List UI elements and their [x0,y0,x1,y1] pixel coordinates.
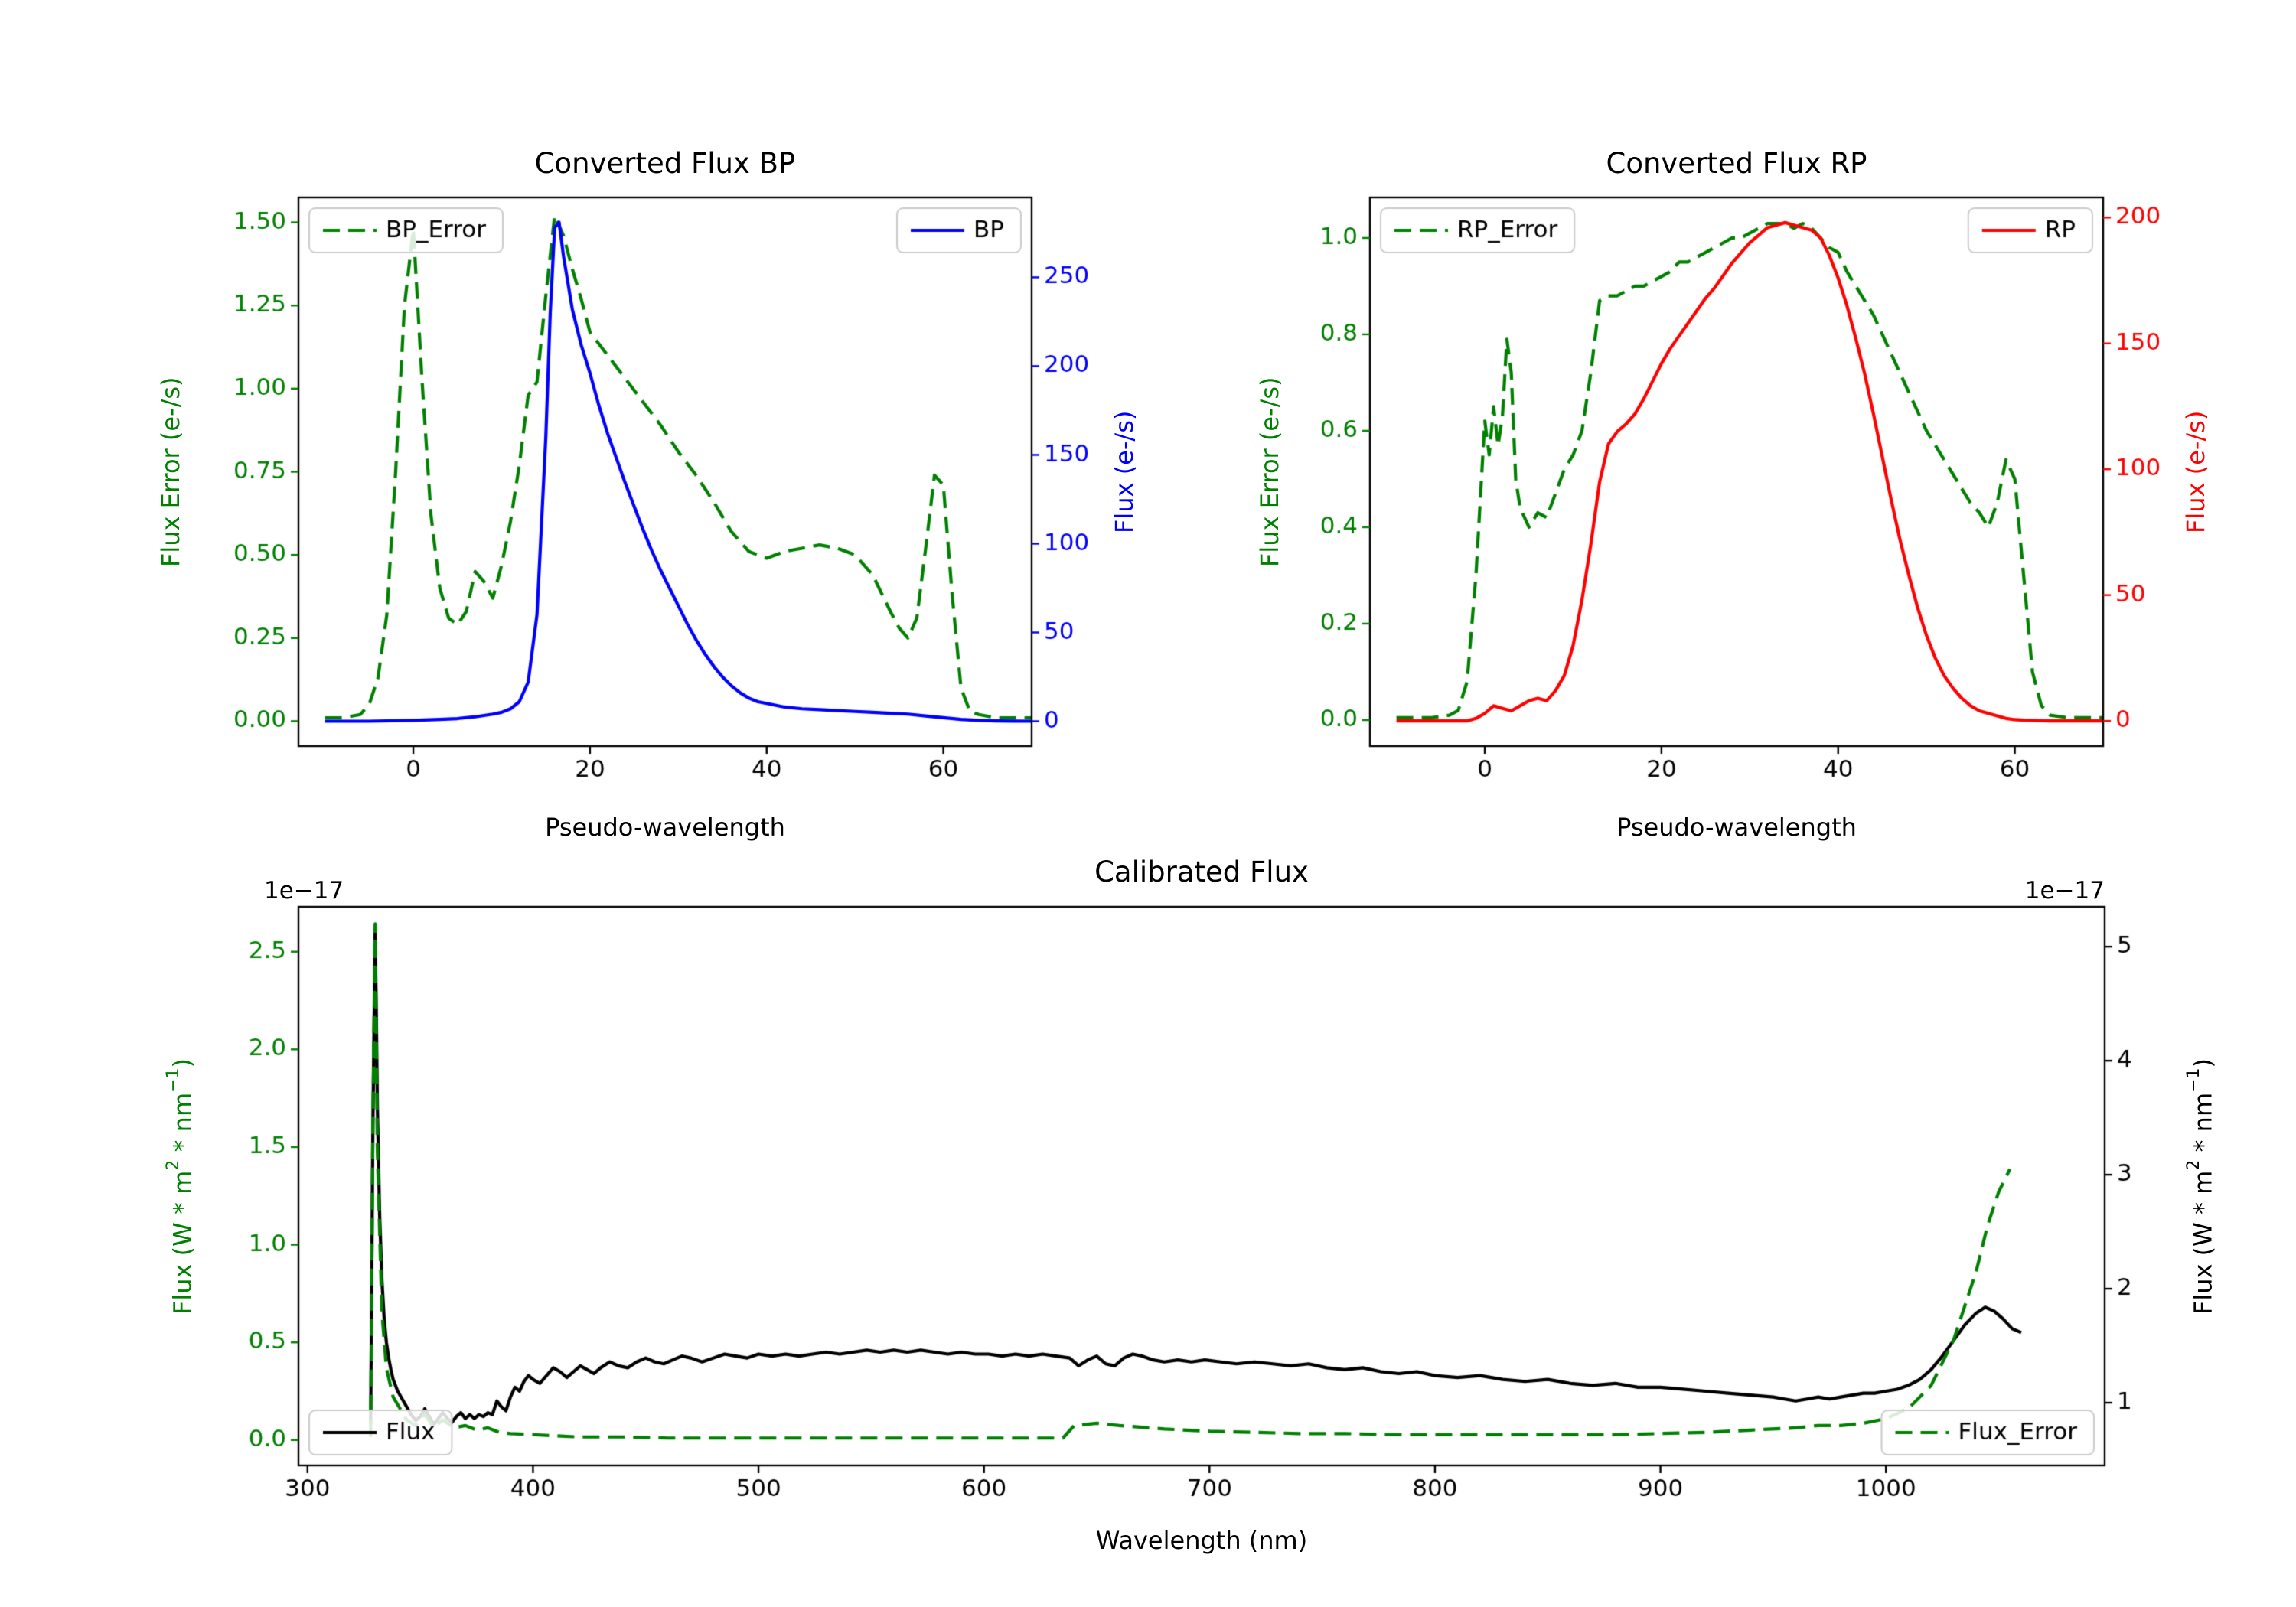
ylabel-text: * nm [2188,1092,2218,1160]
calibrated-xaxis-label: Wavelength (nm) [1095,1526,1308,1555]
bp-right-yaxis-label: Flux (e-/s) [1110,410,1139,533]
ylabel-sup: −1 [2184,1067,2203,1093]
ylabel-sup: −1 [164,1067,183,1093]
bp-left-yaxis-label: Flux Error (e-/s) [156,376,185,567]
calibrated-right-yaxis-label: Flux (W * m2 * nm−1) [2184,907,2218,1465]
right-axis-offset-text: 1e−17 [2024,877,2105,905]
ylabel-text: ) [2188,1058,2218,1068]
rp-chart-canvas [1148,46,2219,834]
bp-chart-canvas [77,46,1148,834]
rp-xaxis-label: Pseudo-wavelength [1616,813,1857,842]
rp-right-yaxis-label: Flux (e-/s) [2181,410,2210,533]
rp-chart-title: Converted Flux RP [1606,147,1867,180]
bp-chart-title: Converted Flux BP [534,147,796,180]
bp-xaxis-label: Pseudo-wavelength [545,813,785,842]
calibrated-chart-title: Calibrated Flux [1094,856,1309,888]
ylabel-sup: 2 [2184,1159,2203,1171]
ylabel-text: * nm [168,1092,197,1160]
calibrated-left-yaxis-label: Flux (W * m2 * nm−1) [164,907,197,1465]
left-axis-offset-text: 1e−17 [264,877,344,905]
ylabel-sup: 2 [164,1159,183,1171]
ylabel-text: Flux (W * m [2188,1170,2218,1315]
ylabel-text: Flux (W * m [168,1170,197,1315]
rp-left-yaxis-label: Flux Error (e-/s) [1255,376,1284,567]
calibrated-chart-canvas [77,811,2219,1538]
ylabel-text: ) [168,1058,197,1068]
